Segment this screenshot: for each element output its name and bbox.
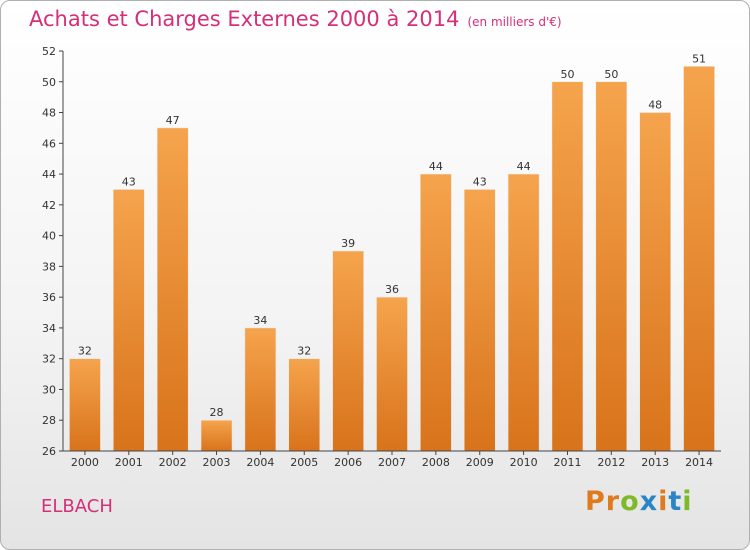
bar-2009 <box>463 189 496 452</box>
x-tick-label: 2012 <box>597 456 625 469</box>
bar-2012 <box>595 81 628 452</box>
y-tick-label: 38 <box>42 260 56 273</box>
commune-name: ELBACH <box>41 496 113 517</box>
data-label: 39 <box>341 237 355 250</box>
x-tick-label: 2001 <box>115 456 143 469</box>
x-tick-label: 2004 <box>246 456 274 469</box>
y-tick-label: 52 <box>42 45 56 58</box>
logo-letter: i <box>682 486 693 517</box>
logo-letter: i <box>658 486 669 517</box>
proxiti-logo: Proxiti <box>585 486 693 517</box>
x-tick-label: 2013 <box>641 456 669 469</box>
x-tick-label: 2009 <box>466 456 494 469</box>
y-tick-label: 40 <box>42 230 56 243</box>
bar-2001 <box>113 189 145 452</box>
bar-2004 <box>244 327 277 452</box>
data-label: 47 <box>166 114 180 127</box>
y-tick-label: 42 <box>42 199 56 212</box>
logo-letter: P <box>585 486 606 517</box>
x-tick-label: 2014 <box>685 456 713 469</box>
data-label: 44 <box>517 160 531 173</box>
data-label: 43 <box>122 175 136 188</box>
data-label: 32 <box>297 345 311 358</box>
data-label: 28 <box>210 406 224 419</box>
bar-2010 <box>507 173 540 452</box>
x-tick-label: 2008 <box>422 456 450 469</box>
data-label: 43 <box>473 175 487 188</box>
y-tick-label: 30 <box>42 383 56 396</box>
data-label: 48 <box>648 99 662 112</box>
axes-group: 26 28 30 32 34 36 38 40 42 44 46 48 50 52 2000 2001 2002… <box>42 45 721 469</box>
bar-2013 <box>639 112 671 452</box>
data-label: 44 <box>429 160 443 173</box>
data-label: 50 <box>560 68 574 81</box>
bar-2005 <box>288 358 321 452</box>
logo-letter: x <box>639 486 659 517</box>
data-label: 51 <box>692 52 706 65</box>
y-tick-label: 36 <box>42 291 56 304</box>
chart-subtitle: (en milliers d'€) <box>467 15 562 29</box>
x-tick-label: 2003 <box>203 456 231 469</box>
x-tick-label: 2007 <box>378 456 406 469</box>
y-tick-label: 48 <box>42 107 56 120</box>
bar-2006 <box>332 250 364 452</box>
x-tick-label: 2011 <box>553 456 581 469</box>
bar-2003 <box>200 419 233 452</box>
y-tick-label: 26 <box>42 445 56 458</box>
bar-2008 <box>420 173 452 452</box>
bars-group: 32 43 47 28 34 32 39 36 44 43 44 50 50 48 51 <box>69 52 715 452</box>
logo-letter: t <box>668 486 683 517</box>
bar-2014 <box>683 66 715 452</box>
logo-letter: o <box>620 486 640 517</box>
data-label: 32 <box>78 345 92 358</box>
y-tick-label: 34 <box>42 322 56 335</box>
y-tick-label: 28 <box>42 414 56 427</box>
bar-2000 <box>69 358 101 452</box>
bar-2011 <box>551 81 584 452</box>
bar-2007 <box>376 296 408 452</box>
logo-letter: r <box>605 486 621 517</box>
x-tick-label: 2010 <box>510 456 538 469</box>
data-label: 34 <box>253 314 267 327</box>
data-label: 36 <box>385 283 399 296</box>
x-tick-label: 2000 <box>71 456 99 469</box>
x-tick-label: 2002 <box>159 456 187 469</box>
data-label: 50 <box>604 68 618 81</box>
y-tick-label: 32 <box>42 353 56 366</box>
y-tick-label: 50 <box>42 76 56 89</box>
y-tick-label: 46 <box>42 137 56 150</box>
chart-title-text: Achats et Charges Externes 2000 à 2014 <box>29 7 460 31</box>
x-tick-label: 2005 <box>290 456 318 469</box>
y-tick-label: 44 <box>42 168 56 181</box>
bar-2002 <box>156 127 189 452</box>
chart-title: Achats et Charges Externes 2000 à 2014 (e… <box>29 7 562 31</box>
x-tick-label: 2006 <box>334 456 362 469</box>
